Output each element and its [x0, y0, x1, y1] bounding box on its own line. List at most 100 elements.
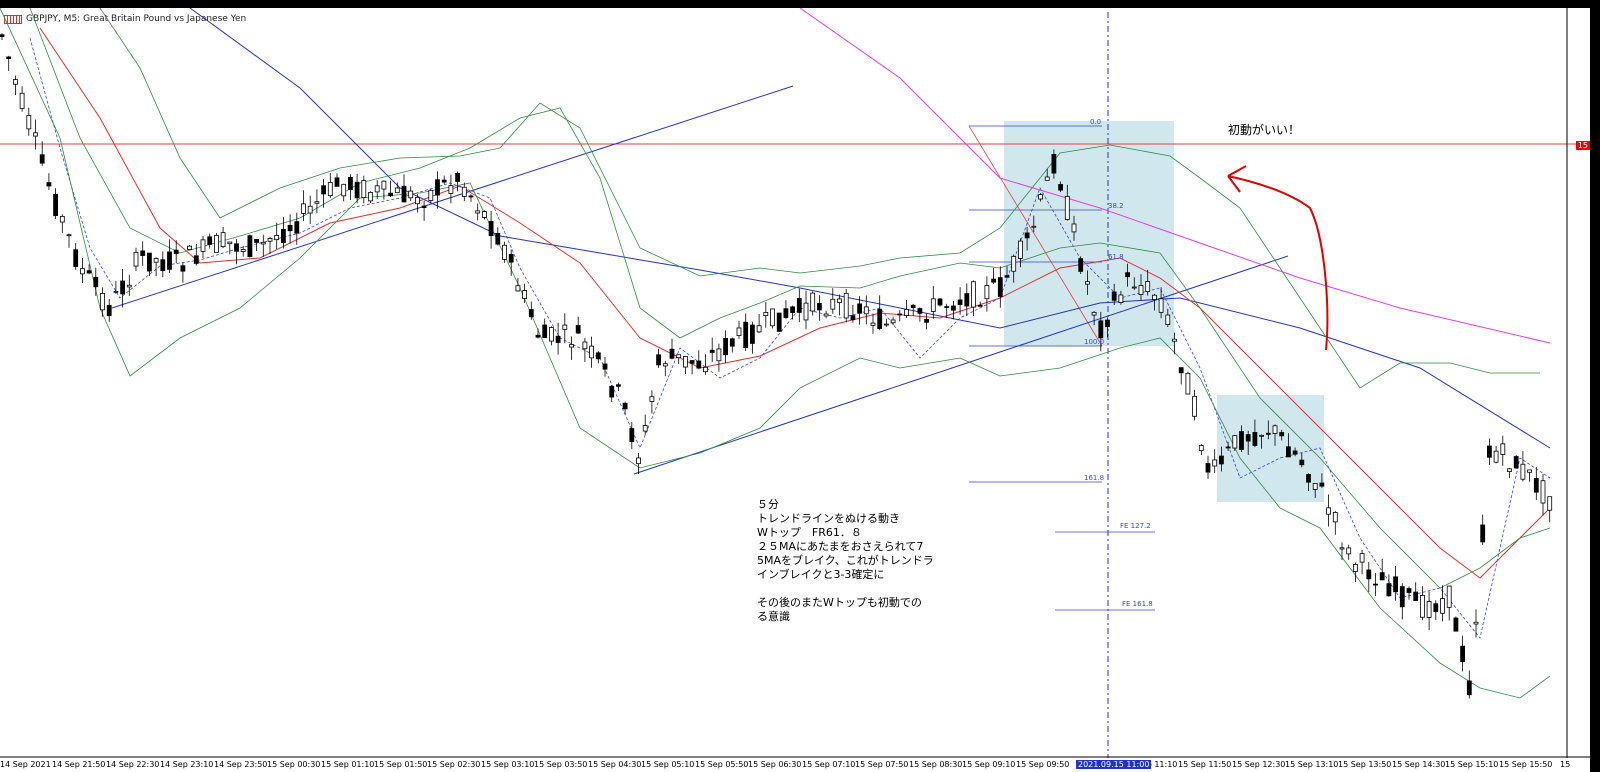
- candle-body: [234, 243, 239, 252]
- time-label: 15 Sep 04:30: [588, 760, 642, 769]
- candle-body: [703, 366, 708, 373]
- candle-body: [890, 319, 896, 324]
- candle-body: [522, 290, 527, 299]
- candle-body: [1178, 367, 1184, 374]
- candle-body: [1265, 432, 1271, 435]
- hand-drawn-arrow: [1227, 165, 1329, 351]
- candle-body: [723, 338, 728, 356]
- candle-body: [1259, 434, 1264, 437]
- candle-body: [555, 335, 561, 343]
- candle-body: [0, 34, 5, 37]
- candle-body: [1212, 459, 1218, 467]
- candle-body: [884, 323, 889, 326]
- time-label: 15 Sep 09:50: [1016, 760, 1070, 769]
- candle-body: [126, 284, 132, 288]
- candle-body: [930, 298, 936, 312]
- time-label: 15 Sep 00:30: [267, 760, 321, 769]
- candle-body: [240, 249, 246, 252]
- candle-body: [683, 356, 688, 368]
- candle-body: [220, 232, 226, 248]
- candle-body: [1487, 445, 1492, 458]
- candle-body: [381, 180, 387, 190]
- candle-body: [770, 308, 775, 327]
- candle-body: [817, 302, 822, 311]
- candle-body: [1339, 547, 1345, 550]
- chart-window[interactable]: GBPJPY, M5: Great Britain Pound vs Japan…: [0, 8, 1590, 772]
- candle-body: [80, 268, 85, 275]
- candle-body: [790, 306, 795, 314]
- candle-body: [100, 293, 105, 311]
- candle-body: [207, 236, 213, 245]
- candle-body: [1111, 291, 1117, 301]
- chart-title: GBPJPY, M5: Great Britain Pound vs Japan…: [4, 14, 246, 24]
- current-price-tag: 15: [1575, 141, 1590, 150]
- candle-body: [1185, 372, 1191, 395]
- candle-body: [1319, 482, 1325, 487]
- candle-body: [1527, 469, 1532, 473]
- candle-body: [153, 258, 159, 263]
- candle-body: [1426, 601, 1432, 618]
- candle-body: [441, 179, 447, 183]
- time-label: 15 Sep 03:50: [534, 760, 588, 769]
- candle-body: [247, 235, 253, 258]
- fe-level-127: FE 127.2: [1120, 522, 1151, 530]
- candle-body: [46, 182, 52, 187]
- candle-body: [535, 334, 541, 338]
- trendline-1: [111, 85, 794, 309]
- candle-body: [763, 312, 769, 316]
- candle-body: [133, 251, 139, 267]
- time-label: 14 Sep 22:30: [106, 760, 160, 769]
- candle-body: [301, 203, 306, 214]
- candle-body: [408, 190, 414, 199]
- candle-body: [294, 221, 300, 234]
- time-label: 15 Sep 13:10: [1285, 760, 1339, 769]
- candle-body: [39, 154, 45, 164]
- candle-body: [1172, 338, 1177, 342]
- candle-body: [1205, 463, 1211, 473]
- time-label: 15 Sep 07:10: [802, 760, 856, 769]
- candle-body: [508, 253, 514, 263]
- candle-body: [280, 228, 286, 243]
- candle-body: [1332, 512, 1338, 523]
- candle-body: [12, 79, 18, 85]
- highlight-box-2: [1217, 395, 1324, 502]
- candle-body: [1018, 240, 1023, 259]
- candle-body: [1386, 583, 1392, 597]
- candle-body: [495, 232, 501, 245]
- candle-body: [1098, 320, 1104, 339]
- candle-body: [1219, 455, 1224, 465]
- candle-body: [1286, 446, 1291, 458]
- time-label: 15 Sep 03:10: [481, 760, 535, 769]
- candle-body: [361, 180, 367, 198]
- time-label: 15 Sep 02:30: [427, 760, 481, 769]
- candle-body: [394, 187, 400, 194]
- candle-body: [609, 385, 615, 398]
- trendline-2: [633, 255, 1289, 475]
- candle-body: [368, 192, 373, 202]
- candle-body: [146, 252, 152, 272]
- candle-body: [549, 327, 554, 342]
- candle-body: [1038, 194, 1043, 200]
- candle-body: [414, 197, 420, 205]
- candle-body: [783, 308, 789, 318]
- candle-body: [857, 303, 862, 314]
- annotation-main: ５分 トレンドラインをぬける動き Wトップ FR61．８ ２５MAにあたまをおさ…: [757, 498, 934, 623]
- candle-body: [468, 195, 474, 198]
- time-label: 14 Sep 23:10: [160, 760, 214, 769]
- candle-body: [455, 172, 461, 182]
- candle-body: [1245, 434, 1251, 442]
- price-chart[interactable]: [0, 8, 1590, 758]
- candle-body: [388, 192, 394, 197]
- bollinger-lower: [0, 8, 1551, 699]
- candle-body: [964, 293, 970, 307]
- candle-body: [957, 299, 963, 305]
- candle-body: [776, 312, 782, 332]
- candle-body: [850, 315, 856, 321]
- candle-body: [629, 428, 635, 443]
- candle-body: [421, 205, 427, 208]
- candle-body: [1064, 195, 1070, 220]
- candle-body: [1500, 443, 1506, 455]
- candle-body: [602, 363, 608, 370]
- candle-body: [193, 255, 199, 264]
- candle-body: [542, 324, 548, 339]
